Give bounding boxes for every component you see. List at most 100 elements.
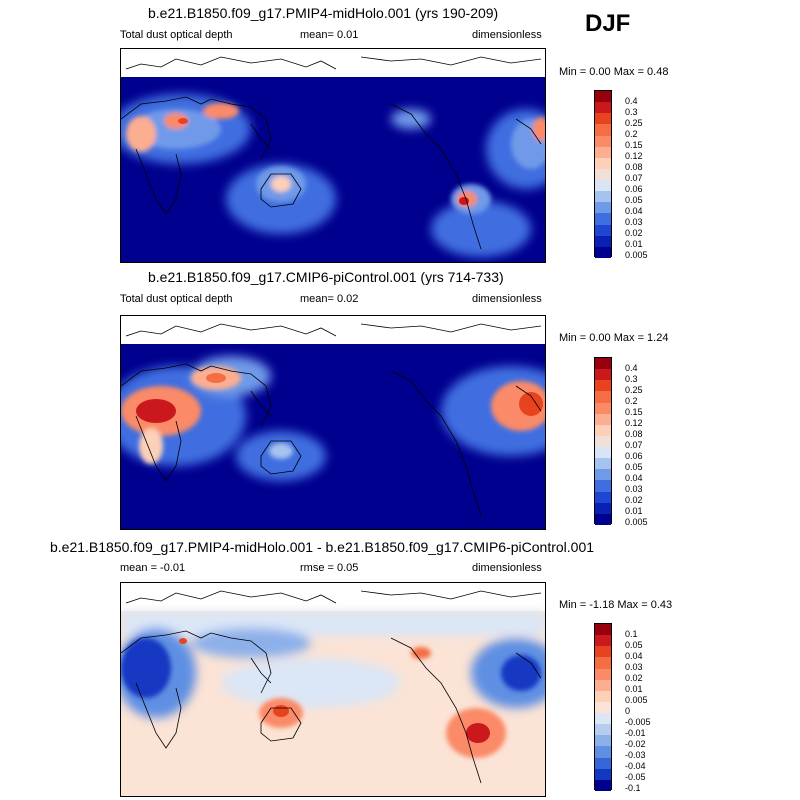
colorbar-swatch [595,146,611,158]
colorbar-label: 0.07 [625,440,643,450]
panel-2-units: dimensionless [472,293,542,305]
colorbar-label: 0.05 [625,640,643,650]
colorbar-swatch [595,213,611,225]
colorbar-swatch [595,646,611,658]
colorbar-label: 0.12 [625,151,643,161]
colorbar-swatch [595,391,611,403]
season-label: DJF [585,10,631,37]
panel-1-map [120,48,546,263]
colorbar-label: 0.02 [625,228,643,238]
colorbar-label: -0.1 [625,783,641,793]
colorbar-swatch [595,735,611,747]
colorbar-label: 0.07 [625,173,643,183]
colorbar-label: 0.005 [625,695,648,705]
colorbar-swatch [595,491,611,503]
colorbar-label: 0.05 [625,195,643,205]
panel-3-units: dimensionless [472,562,542,574]
colorbar-label: 0.12 [625,418,643,428]
colorbar-label: 0.01 [625,239,643,249]
colorbar-label: 0.1 [625,629,638,639]
colorbar-label: 0.08 [625,162,643,172]
colorbar-swatch [595,235,611,247]
panel-2-map [120,315,546,530]
colorbar-swatch [595,469,611,481]
colorbar-label: 0.4 [625,96,638,106]
colorbar-label: 0.15 [625,140,643,150]
colorbar-swatch [595,380,611,392]
colorbar-swatch [595,447,611,459]
colorbar-swatch [595,202,611,214]
panel-1-mean: mean= 0.01 [300,29,359,41]
panel-3-map [120,582,546,797]
colorbar-swatch [595,424,611,436]
panel-1-title: b.e21.B1850.f09_g17.PMIP4-midHolo.001 (y… [148,5,499,21]
colorbar-label: 0 [625,706,631,716]
colorbar-swatch [595,413,611,425]
colorbar-label: 0.3 [625,374,638,384]
colorbar-swatch [595,513,611,525]
colorbar-swatch [595,180,611,192]
colorbar-swatch [595,779,611,791]
panel-2-colorbar [594,357,612,525]
colorbar-swatch [595,113,611,125]
colorbar-label: 0.2 [625,396,638,406]
colorbar-swatch [595,657,611,669]
colorbar-label: 0.04 [625,651,643,661]
colorbar-swatch [595,402,611,414]
colorbar-label: -0.03 [625,750,646,760]
colorbar-label: 0.005 [625,250,648,260]
colorbar-label: 0.04 [625,473,643,483]
colorbar-swatch [595,224,611,236]
colorbar-swatch [595,135,611,147]
colorbar-label: -0.005 [625,717,651,727]
colorbar-label: 0.005 [625,517,648,527]
colorbar-label: 0.01 [625,684,643,694]
colorbar-swatch [595,458,611,470]
panel-1-minmax: Min = 0.00 Max = 0.48 [559,66,669,78]
colorbar-label: 0.06 [625,451,643,461]
colorbar-label: 0.06 [625,184,643,194]
colorbar-swatch [595,358,611,370]
colorbar-swatch [595,124,611,136]
colorbar-label: 0.05 [625,462,643,472]
panel-1-colorbar [594,90,612,258]
colorbar-label: -0.04 [625,761,646,771]
panel-2-minmax: Min = 0.00 Max = 1.24 [559,332,669,344]
colorbar-label: 0.3 [625,107,638,117]
colorbar-swatch [595,690,611,702]
colorbar-swatch [595,91,611,103]
colorbar-swatch [595,480,611,492]
colorbar-swatch [595,668,611,680]
panel-2-variable: Total dust optical depth [120,293,233,305]
colorbar-label: 0.4 [625,363,638,373]
colorbar-swatch [595,191,611,203]
colorbar-label: 0.01 [625,506,643,516]
panel-3-title: b.e21.B1850.f09_g17.PMIP4-midHolo.001 - … [50,539,595,555]
colorbar-swatch [595,635,611,647]
panel-3-colorbar [594,623,612,791]
colorbar-swatch [595,701,611,714]
colorbar-swatch [595,713,611,725]
colorbar-label: 0.02 [625,673,643,683]
colorbar-label: 0.02 [625,495,643,505]
colorbar-swatch [595,435,611,448]
colorbar-label: 0.03 [625,484,643,494]
colorbar-swatch [595,157,611,169]
panel-3-minmax: Min = -1.18 Max = 0.43 [559,599,673,611]
colorbar-label: 0.08 [625,429,643,439]
panel-2-title: b.e21.B1850.f09_g17.CMIP6-piControl.001 … [148,269,504,285]
colorbar-label: -0.02 [625,739,646,749]
colorbar-swatch [595,746,611,758]
colorbar-label: 0.03 [625,662,643,672]
colorbar-label: 0.03 [625,217,643,227]
colorbar-label: -0.05 [625,772,646,782]
colorbar-swatch [595,768,611,780]
panel-1-variable: Total dust optical depth [120,29,233,41]
colorbar-swatch [595,168,611,181]
colorbar-swatch [595,757,611,769]
panel-3-rmse: rmse = 0.05 [300,562,359,574]
colorbar-label: 0.25 [625,118,643,128]
colorbar-label: 0.04 [625,206,643,216]
colorbar-label: 0.25 [625,385,643,395]
colorbar-swatch [595,102,611,114]
